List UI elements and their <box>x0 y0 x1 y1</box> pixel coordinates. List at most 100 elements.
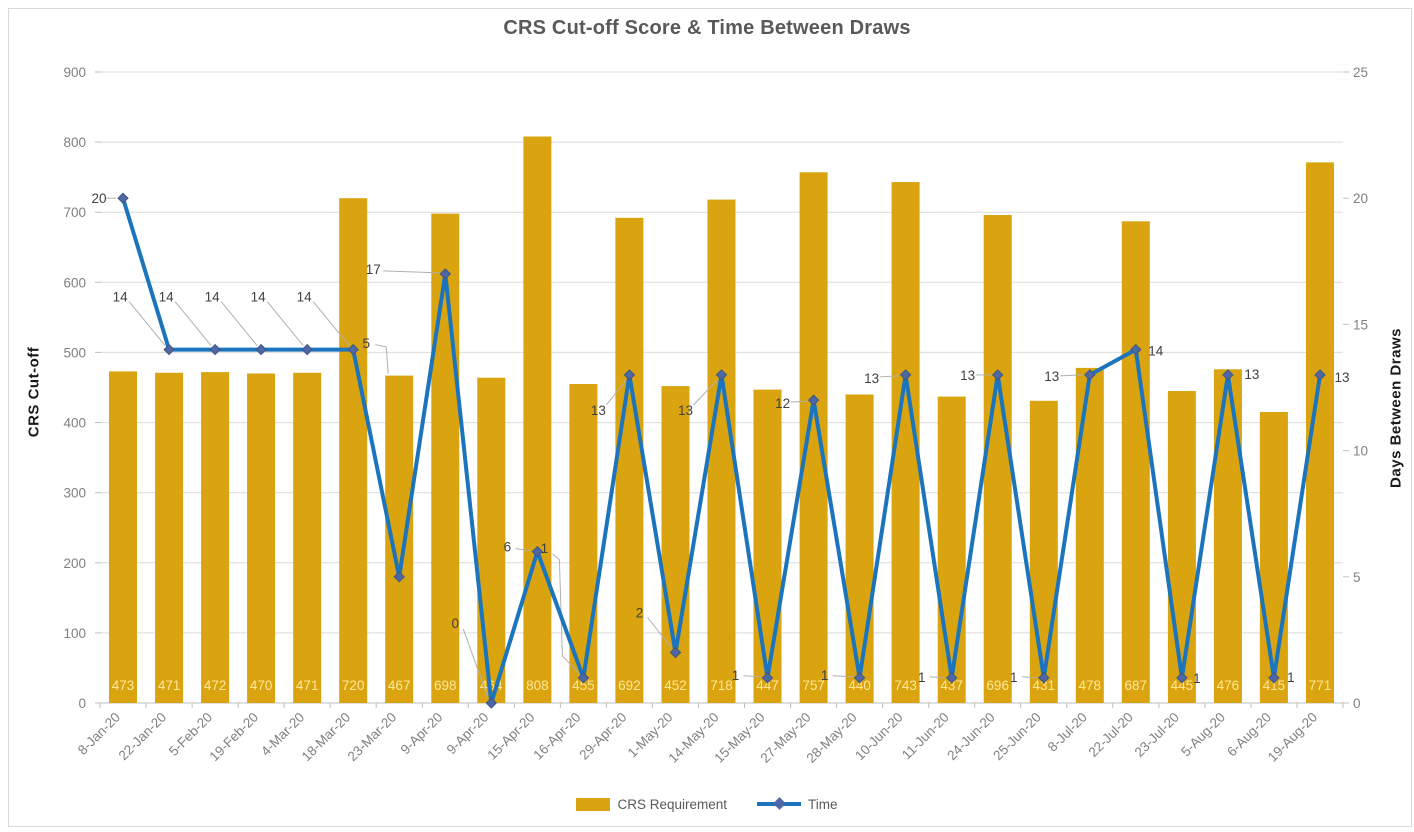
bar[interactable] <box>109 371 137 703</box>
bar[interactable] <box>799 172 828 704</box>
time-point-marker[interactable] <box>761 672 774 684</box>
bar-value-label: 696 <box>986 678 1009 693</box>
x-axis-date-label: 10-Jun-20 <box>852 710 906 764</box>
time-value-label: 13 <box>591 403 606 418</box>
time-value-label: 12 <box>775 396 790 411</box>
time-value-label: 5 <box>362 336 370 351</box>
legend-item-crs-requirement[interactable]: CRS Requirement <box>576 797 727 812</box>
bar[interactable] <box>615 217 644 704</box>
x-axis-date-label: 11-Jun-20 <box>899 710 952 763</box>
bar[interactable] <box>431 213 460 703</box>
bar[interactable] <box>707 199 736 703</box>
x-axis-date-label: 29-Apr-20 <box>576 710 629 763</box>
time-point-marker[interactable] <box>577 672 590 684</box>
time-point-marker[interactable] <box>1268 672 1280 684</box>
time-point-marker[interactable] <box>853 672 866 684</box>
time-point-marker[interactable] <box>807 394 820 406</box>
time-point-marker[interactable] <box>163 343 175 356</box>
x-axis-date-label: 22-Jan-20 <box>116 710 170 764</box>
time-value-label: 14 <box>113 290 129 305</box>
bar[interactable] <box>845 394 874 704</box>
left-axis-tick-label: 400 <box>63 416 86 431</box>
legend-item-time[interactable]: Time <box>757 797 838 812</box>
time-value-label: 0 <box>452 616 460 631</box>
time-point-marker[interactable] <box>1130 343 1142 356</box>
time-point-marker[interactable] <box>393 571 405 583</box>
label-leader-line <box>383 270 440 274</box>
bar-value-label: 471 <box>296 678 319 693</box>
time-point-marker[interactable] <box>255 343 267 356</box>
time-value-label: 14 <box>1148 344 1164 359</box>
bar[interactable] <box>1121 221 1150 704</box>
time-point-marker[interactable] <box>945 672 958 684</box>
bar-value-label: 437 <box>940 678 963 693</box>
time-point-marker[interactable] <box>485 697 498 709</box>
bar[interactable] <box>983 215 1012 703</box>
time-point-marker[interactable] <box>623 369 636 381</box>
time-point-marker[interactable] <box>117 192 129 204</box>
bar[interactable] <box>523 136 552 704</box>
bar[interactable] <box>155 372 184 703</box>
bar[interactable] <box>385 375 414 703</box>
legend-label-crs-requirement: CRS Requirement <box>617 796 728 812</box>
label-leader-line <box>647 617 671 647</box>
label-leader-line <box>606 380 626 406</box>
label-leader-line <box>462 628 488 697</box>
bar[interactable] <box>293 372 322 703</box>
legend: CRS Requirement Time <box>0 793 1414 815</box>
bar-series-swatch <box>576 797 611 811</box>
bar-value-label: 415 <box>1263 678 1286 693</box>
bar[interactable] <box>1075 367 1104 703</box>
bar[interactable] <box>1029 400 1058 703</box>
label-leader-line <box>552 553 580 675</box>
bar-value-label: 720 <box>342 678 365 693</box>
time-point-marker[interactable] <box>1314 369 1326 381</box>
bar[interactable] <box>753 389 782 703</box>
time-value-label: 14 <box>159 290 175 305</box>
time-point-marker[interactable] <box>669 646 682 659</box>
time-value-label: 13 <box>1334 370 1349 385</box>
time-point-marker[interactable] <box>991 369 1004 381</box>
time-point-marker[interactable] <box>209 343 221 356</box>
bar-value-label: 471 <box>158 678 181 693</box>
time-value-label: 1 <box>1193 671 1201 686</box>
time-point-marker[interactable] <box>347 343 359 356</box>
time-value-label: 1 <box>1287 670 1295 685</box>
time-point-marker[interactable] <box>439 268 452 280</box>
time-point-marker[interactable] <box>1038 672 1050 684</box>
bar-value-label: 440 <box>848 678 871 693</box>
bar-value-label: 771 <box>1309 678 1332 693</box>
bar-value-label: 455 <box>572 678 595 693</box>
time-value-label: 2 <box>636 606 644 621</box>
time-point-marker[interactable] <box>1084 369 1096 381</box>
time-point-marker[interactable] <box>1176 672 1188 684</box>
left-axis-tick-label: 100 <box>63 626 86 641</box>
time-point-marker[interactable] <box>1222 369 1234 381</box>
bar[interactable] <box>201 372 230 703</box>
time-point-marker[interactable] <box>531 545 544 558</box>
x-axis-date-label: 23-Jul-20 <box>1132 710 1182 760</box>
time-point-marker[interactable] <box>899 369 912 381</box>
bar[interactable] <box>1167 391 1196 703</box>
bar-value-label: 687 <box>1125 678 1148 693</box>
label-leader-line <box>220 301 258 346</box>
label-leader-line <box>128 301 166 346</box>
bar[interactable] <box>477 377 506 703</box>
right-axis-tick-label: 20 <box>1353 191 1368 206</box>
bar[interactable] <box>1259 412 1288 703</box>
time-point-marker[interactable] <box>715 369 728 381</box>
time-value-label: 6 <box>504 540 512 555</box>
bar[interactable] <box>339 198 368 703</box>
x-axis-date-label: 9-Apr-20 <box>398 710 446 758</box>
bar[interactable] <box>1213 369 1242 703</box>
left-axis-tick-label: 800 <box>63 135 86 150</box>
time-point-marker[interactable] <box>301 343 313 356</box>
left-axis-tick-label: 600 <box>63 275 86 290</box>
label-leader-line <box>266 301 304 346</box>
x-axis-date-label: 19-Aug-20 <box>1265 710 1320 765</box>
left-axis-tick-label: 500 <box>63 345 86 360</box>
right-axis-tick-label: 5 <box>1353 570 1361 585</box>
bar[interactable] <box>937 396 966 703</box>
bar[interactable] <box>247 373 276 704</box>
